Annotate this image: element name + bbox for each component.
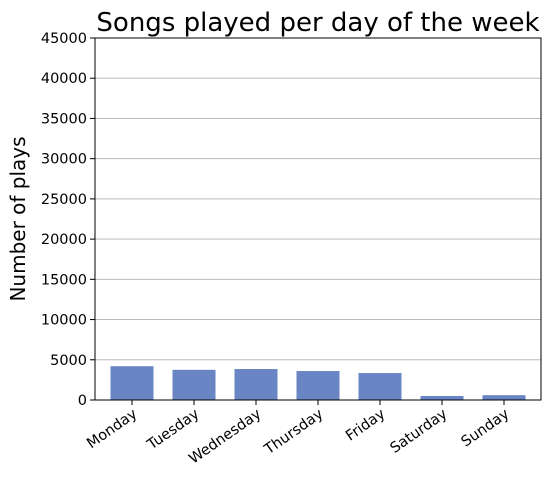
y-axis-ticks: 0 5000 10000 15000 20000 25000 30000 35000 40000… (41, 31, 95, 409)
y-tick-label: 45000 (41, 31, 87, 47)
bar-friday (358, 373, 402, 400)
y-tick-label: 35000 (41, 111, 87, 127)
plot-frame (94, 37, 542, 401)
x-tick-label-thursday: Thursday (261, 406, 327, 459)
bar-thursday (296, 371, 340, 400)
x-tick-label-monday: Monday (84, 406, 140, 452)
y-tick-label: 25000 (41, 192, 87, 208)
y-tick-label: 40000 (41, 71, 87, 87)
y-tick-label: 0 (78, 393, 87, 409)
bar-tuesday (172, 369, 216, 400)
y-axis-label: Number of plays (6, 136, 30, 301)
x-tick-label-sunday: Sunday (459, 406, 513, 450)
y-tick-label: 10000 (41, 313, 87, 329)
bar-saturday (420, 395, 464, 400)
gridlines (95, 77, 541, 361)
y-tick-label: 20000 (41, 232, 87, 248)
y-tick-label: 5000 (50, 353, 87, 369)
bars (110, 366, 526, 400)
bar-monday (110, 366, 154, 400)
bar-sunday (482, 395, 526, 400)
bar-wednesday (234, 369, 278, 400)
x-tick-label-saturday: Saturday (388, 406, 451, 457)
y-tick-label: 30000 (41, 152, 87, 168)
y-tick-label: 15000 (41, 272, 87, 288)
x-tick-label-tuesday: Tuesday (144, 406, 203, 454)
chart-title: Songs played per day of the week (96, 8, 539, 38)
x-tick-label-friday: Friday (343, 406, 389, 445)
